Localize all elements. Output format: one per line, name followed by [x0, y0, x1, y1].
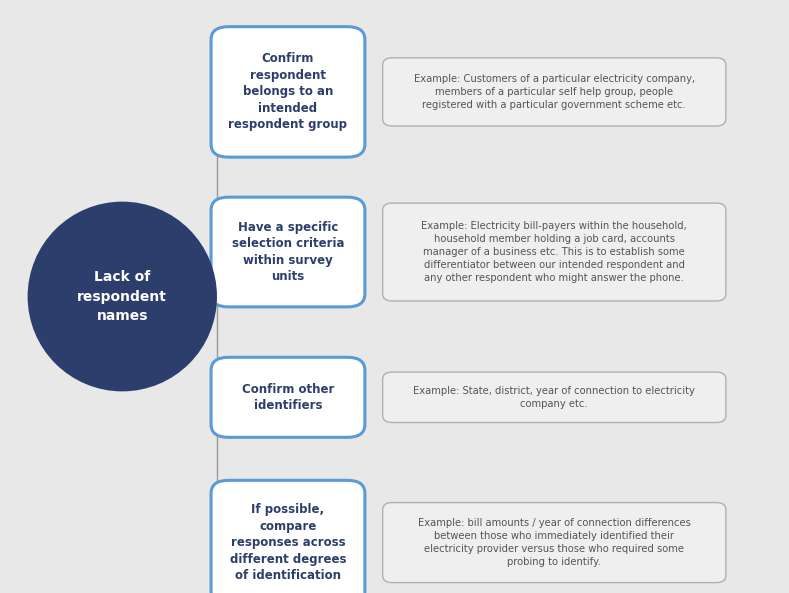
Text: Confirm other
identifiers: Confirm other identifiers: [241, 382, 335, 412]
FancyBboxPatch shape: [383, 372, 726, 422]
FancyBboxPatch shape: [383, 203, 726, 301]
Text: Example: bill amounts / year of connection differences
between those who immedia: Example: bill amounts / year of connecti…: [418, 518, 690, 568]
Text: Example: Electricity bill-payers within the household,
household member holding : Example: Electricity bill-payers within …: [421, 221, 687, 283]
FancyBboxPatch shape: [383, 502, 726, 582]
Text: Example: State, district, year of connection to electricity
company etc.: Example: State, district, year of connec…: [413, 385, 695, 409]
FancyBboxPatch shape: [211, 357, 365, 438]
Text: Example: Customers of a particular electricity company,
members of a particular : Example: Customers of a particular elect…: [413, 74, 695, 110]
Text: Lack of
respondent
names: Lack of respondent names: [77, 270, 167, 323]
Ellipse shape: [28, 202, 217, 391]
FancyBboxPatch shape: [383, 58, 726, 126]
Text: Have a specific
selection criteria
within survey
units: Have a specific selection criteria withi…: [232, 221, 344, 283]
FancyBboxPatch shape: [211, 27, 365, 157]
FancyBboxPatch shape: [211, 197, 365, 307]
Text: Confirm
respondent
belongs to an
intended
respondent group: Confirm respondent belongs to an intende…: [229, 52, 347, 132]
FancyBboxPatch shape: [211, 480, 365, 593]
Text: If possible,
compare
responses across
different degrees
of identification: If possible, compare responses across di…: [230, 503, 346, 582]
